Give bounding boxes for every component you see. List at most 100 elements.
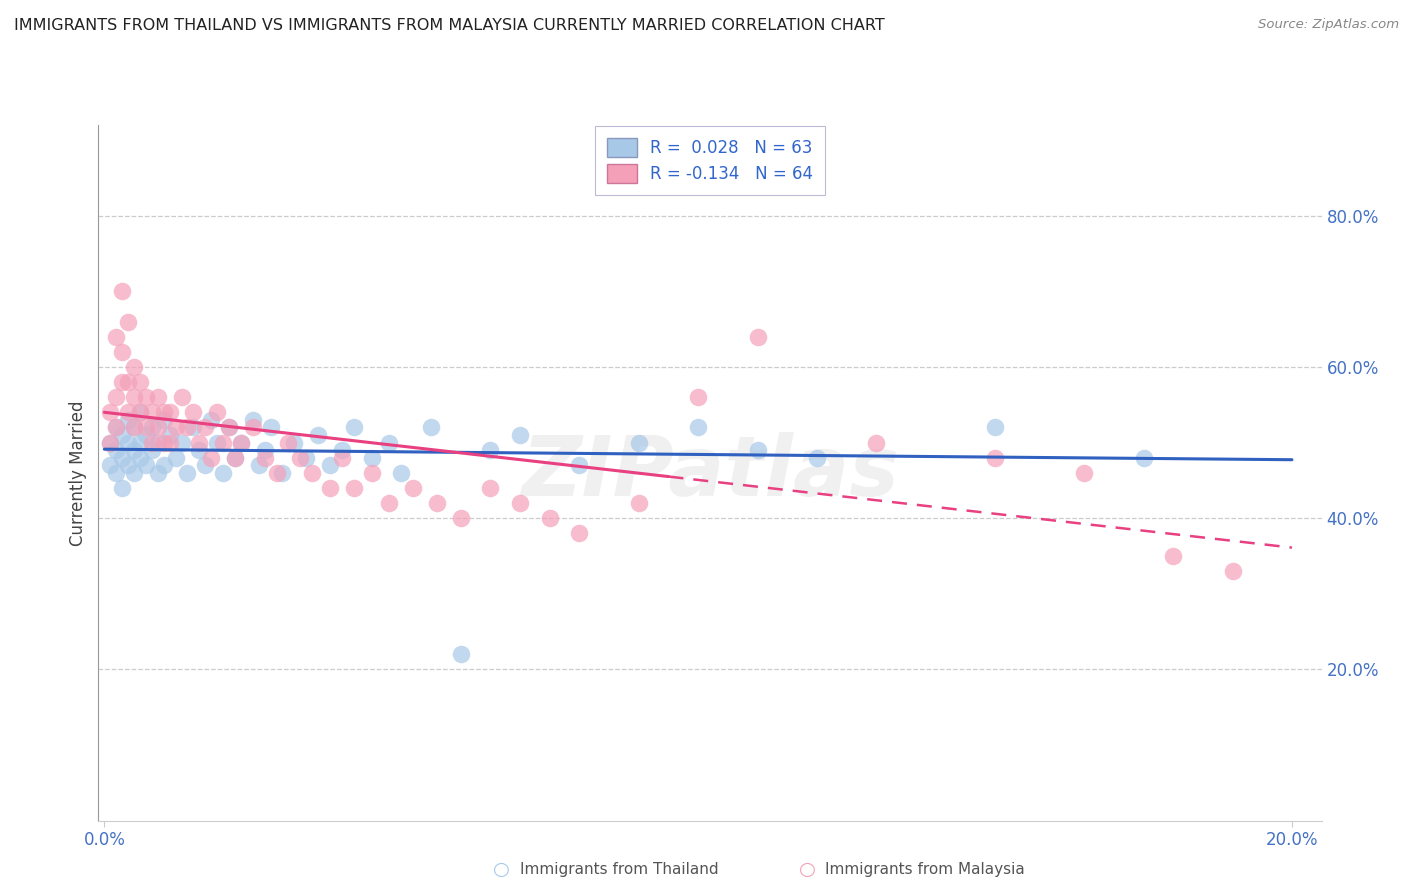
Point	[188, 443, 211, 458]
Point	[984, 450, 1007, 465]
Y-axis label: Currently Married: Currently Married	[69, 400, 87, 546]
Point	[111, 375, 134, 389]
Point	[568, 526, 591, 541]
Point	[122, 420, 145, 434]
Point	[319, 481, 342, 495]
Point	[295, 450, 318, 465]
Point	[688, 420, 710, 434]
Point	[747, 443, 769, 458]
Point	[247, 458, 270, 473]
Point	[1222, 564, 1244, 578]
Point	[253, 450, 276, 465]
Point	[146, 466, 169, 480]
Point	[105, 329, 128, 343]
Point	[141, 420, 163, 434]
Point	[183, 420, 205, 434]
Text: Source: ZipAtlas.com: Source: ZipAtlas.com	[1258, 18, 1399, 31]
Point	[129, 435, 152, 450]
Point	[200, 450, 222, 465]
Legend: R =  0.028   N = 63, R = -0.134   N = 64: R = 0.028 N = 63, R = -0.134 N = 64	[595, 127, 825, 194]
Point	[117, 375, 139, 389]
Point	[389, 466, 412, 480]
Point	[307, 428, 329, 442]
Point	[360, 466, 382, 480]
Point	[105, 420, 128, 434]
Point	[378, 435, 401, 450]
Point	[343, 481, 366, 495]
Point	[627, 435, 650, 450]
Point	[627, 496, 650, 510]
Point	[277, 435, 299, 450]
Point	[129, 375, 152, 389]
Point	[146, 420, 169, 434]
Point	[984, 420, 1007, 434]
Point	[183, 405, 205, 419]
Point	[122, 420, 145, 434]
Point	[105, 466, 128, 480]
Point	[229, 435, 252, 450]
Point	[105, 443, 128, 458]
Point	[98, 435, 121, 450]
Point	[865, 435, 887, 450]
Point	[159, 405, 181, 419]
Point	[194, 420, 217, 434]
Point	[290, 450, 312, 465]
Point	[135, 390, 157, 404]
Point	[111, 285, 134, 299]
Text: IMMIGRANTS FROM THAILAND VS IMMIGRANTS FROM MALAYSIA CURRENTLY MARRIED CORRELATI: IMMIGRANTS FROM THAILAND VS IMMIGRANTS F…	[14, 18, 884, 33]
Point	[98, 405, 121, 419]
Point	[509, 428, 531, 442]
Point	[343, 420, 366, 434]
Point	[330, 450, 353, 465]
Point	[1161, 549, 1184, 563]
Point	[212, 435, 235, 450]
Point	[212, 466, 235, 480]
Point	[378, 496, 401, 510]
Point	[330, 443, 353, 458]
Point	[117, 405, 139, 419]
Point	[509, 496, 531, 510]
Point	[146, 435, 169, 450]
Point	[176, 466, 198, 480]
Point	[165, 450, 187, 465]
Point	[146, 390, 169, 404]
Point	[242, 420, 264, 434]
Point	[253, 443, 276, 458]
Point	[117, 314, 139, 328]
Point	[1073, 466, 1095, 480]
Point	[117, 435, 139, 450]
Text: ○: ○	[492, 860, 510, 880]
Point	[259, 420, 281, 434]
Point	[152, 413, 174, 427]
Point	[159, 428, 181, 442]
Point	[141, 435, 163, 450]
Point	[117, 413, 139, 427]
Point	[806, 450, 828, 465]
Point	[129, 450, 152, 465]
Point	[122, 359, 145, 374]
Point	[111, 428, 134, 442]
Point	[479, 481, 502, 495]
Point	[141, 405, 163, 419]
Point	[747, 329, 769, 343]
Point	[152, 458, 174, 473]
Point	[105, 390, 128, 404]
Text: Immigrants from Malaysia: Immigrants from Malaysia	[825, 863, 1025, 877]
Point	[135, 458, 157, 473]
Point	[111, 344, 134, 359]
Point	[450, 511, 472, 525]
Point	[301, 466, 323, 480]
Point	[111, 450, 134, 465]
Point	[218, 420, 240, 434]
Point	[170, 435, 193, 450]
Point	[205, 435, 228, 450]
Point	[224, 450, 246, 465]
Point	[176, 420, 198, 434]
Point	[426, 496, 449, 510]
Point	[271, 466, 294, 480]
Point	[319, 458, 342, 473]
Point	[283, 435, 305, 450]
Text: Immigrants from Thailand: Immigrants from Thailand	[520, 863, 718, 877]
Point	[420, 420, 443, 434]
Point	[266, 466, 288, 480]
